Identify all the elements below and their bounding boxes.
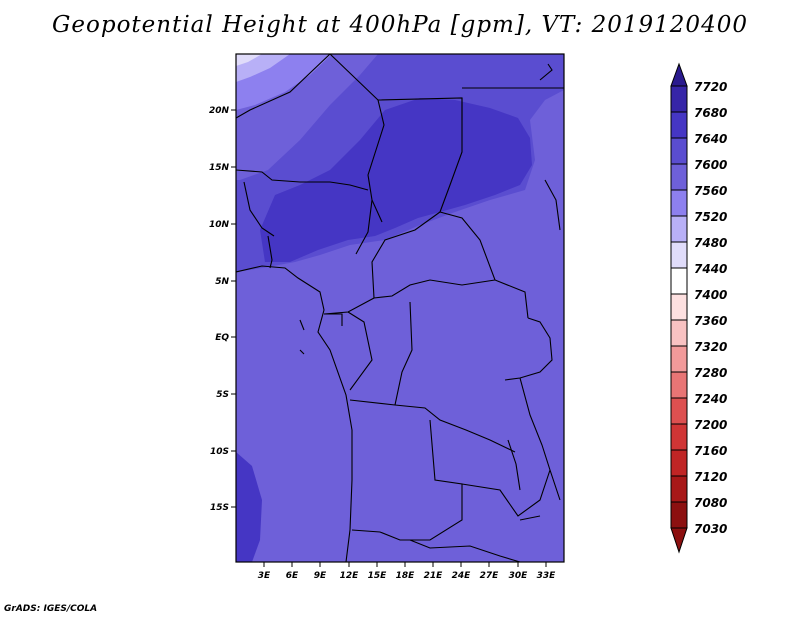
colorbar-swatch [670, 423, 688, 451]
lon-tick-label: 30E [509, 571, 529, 581]
lat-tick-label: 20N [209, 106, 230, 116]
colorbar-label: 7160 [694, 444, 727, 458]
colorbar-label: 7720 [694, 80, 727, 94]
colorbar-label: 7600 [694, 158, 727, 172]
lat-tick-label: 10S [210, 447, 229, 457]
country-borders [236, 54, 564, 562]
lon-axis: 3E 6E 9E 12E 15E 18E 21E 24E 27E 30E 33E [258, 562, 556, 581]
plot-title: Geopotential Height at 400hPa [gpm], VT:… [52, 12, 748, 38]
lon-tick-label: 24E [452, 571, 472, 581]
colorbar-label: 7120 [694, 470, 727, 484]
colorbar: 7720 7680 7640 7600 7560 7520 7480 7440 … [670, 62, 727, 554]
lat-tick-label: 5N [215, 277, 229, 287]
colorbar-swatch [670, 85, 688, 113]
contour-fills [236, 54, 564, 562]
colorbar-swatch [670, 163, 688, 191]
lat-tick-label: 5S [216, 390, 229, 400]
colorbar-label: 7030 [694, 522, 727, 536]
colorbar-swatch [670, 267, 688, 295]
colorbar-label: 7200 [694, 418, 727, 432]
colorbar-label: 7320 [694, 340, 727, 354]
colorbar-label: 7480 [694, 236, 727, 250]
colorbar-swatch [670, 189, 688, 217]
colorbar-label: 7560 [694, 184, 727, 198]
colorbar-swatch [670, 111, 688, 139]
colorbar-label: 7360 [694, 314, 727, 328]
lon-tick-label: 18E [396, 571, 416, 581]
colorbar-top-arrow [670, 62, 688, 87]
lon-tick-label: 27E [480, 571, 500, 581]
colorbar-swatch [670, 371, 688, 399]
colorbar-swatch [670, 293, 688, 321]
colorbar-swatch [670, 397, 688, 425]
lon-tick-label: 21E [424, 571, 444, 581]
colorbar-label: 7400 [694, 288, 727, 302]
colorbar-swatch [670, 215, 688, 243]
colorbar-swatch [670, 319, 688, 347]
fill-7600-south [236, 452, 262, 562]
colorbar-label: 7520 [694, 210, 727, 224]
colorbar-swatch [670, 449, 688, 477]
lat-axis: 20N 15N 10N 5N EQ 5S 10S 15S [209, 106, 236, 513]
colorbar-swatch [670, 137, 688, 165]
colorbar-swatch [670, 241, 688, 269]
lon-tick-label: 3E [258, 571, 271, 581]
colorbar-label: 7440 [694, 262, 727, 276]
grads-credit: GrADS: IGES/COLA [4, 604, 98, 614]
fill-7400 [236, 54, 262, 66]
lat-tick-label: 10N [209, 220, 230, 230]
lat-tick-label: EQ [215, 333, 229, 343]
lon-tick-label: 9E [314, 571, 327, 581]
colorbar-bottom-arrow [670, 527, 688, 554]
colorbar-label: 7680 [694, 106, 727, 120]
colorbar-label: 7240 [694, 392, 727, 406]
lon-tick-label: 15E [368, 571, 388, 581]
colorbar-label: 7280 [694, 366, 727, 380]
colorbar-swatch [670, 501, 688, 529]
lat-tick-label: 15S [210, 503, 229, 513]
colorbar-swatch [670, 475, 688, 503]
lon-tick-label: 6E [286, 571, 299, 581]
lat-tick-label: 15N [209, 163, 230, 173]
colorbar-swatch [670, 345, 688, 373]
lon-tick-label: 33E [537, 571, 557, 581]
colorbar-label: 7080 [694, 496, 727, 510]
fill-7600 [260, 98, 532, 262]
lon-tick-label: 12E [340, 571, 360, 581]
colorbar-label: 7640 [694, 132, 727, 146]
map-frame [235, 53, 565, 563]
